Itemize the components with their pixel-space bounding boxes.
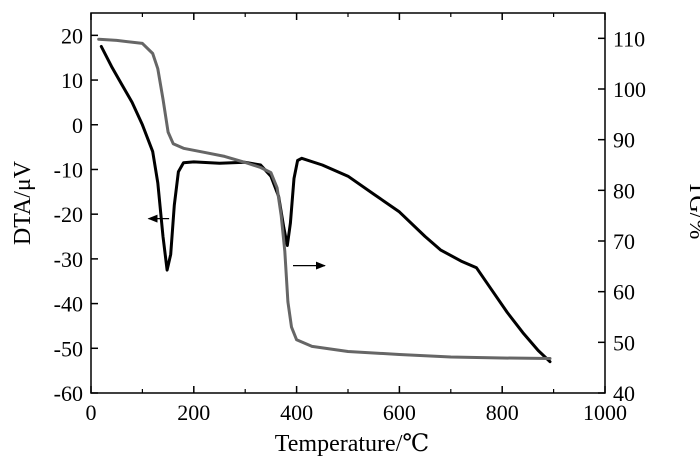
y-left-tick-label: -40 [54,292,83,317]
x-tick-label: 1000 [583,400,627,425]
tg-curve [97,37,552,360]
y-left-tick-label: -60 [54,381,83,406]
y-left-tick-label: 20 [61,23,83,48]
dta-curve [99,45,552,364]
y-right-tick-label: 60 [613,280,635,305]
y-right-tick-label: 90 [613,128,635,153]
y-right-tick-label: 40 [613,381,635,406]
y-right-tick-label: 100 [613,77,646,102]
y-left-tick-label: -30 [54,247,83,272]
y-left-tick-label: -50 [54,336,83,361]
x-tick-label: 0 [86,400,97,425]
x-tick-label: 200 [177,400,210,425]
y-left-tick-label: -20 [54,202,83,227]
plot-frame [90,12,606,394]
y-left-tick-label: -10 [54,157,83,182]
axis-ticks: 0 200 400 600 800 1000 -60 -50 -40 -30 -20 -10 0 10 20… [54,13,646,425]
y-axis-label-left: DTA/μV [10,160,36,245]
y-axis-label-right: TG/% [684,181,700,240]
y-right-tick-label: 70 [613,229,635,254]
x-tick-label: 400 [280,400,313,425]
y-right-tick-label: 110 [613,26,645,51]
y-right-tick-label: 80 [613,178,635,203]
y-left-tick-label: 0 [72,113,83,138]
plot-marks [97,37,552,364]
y-left-tick-label: 10 [61,68,83,93]
y-right-tick-label: 50 [613,330,635,355]
x-tick-label: 800 [486,400,519,425]
x-tick-label: 600 [383,400,416,425]
x-axis-label: Temperature/℃ [275,431,429,457]
